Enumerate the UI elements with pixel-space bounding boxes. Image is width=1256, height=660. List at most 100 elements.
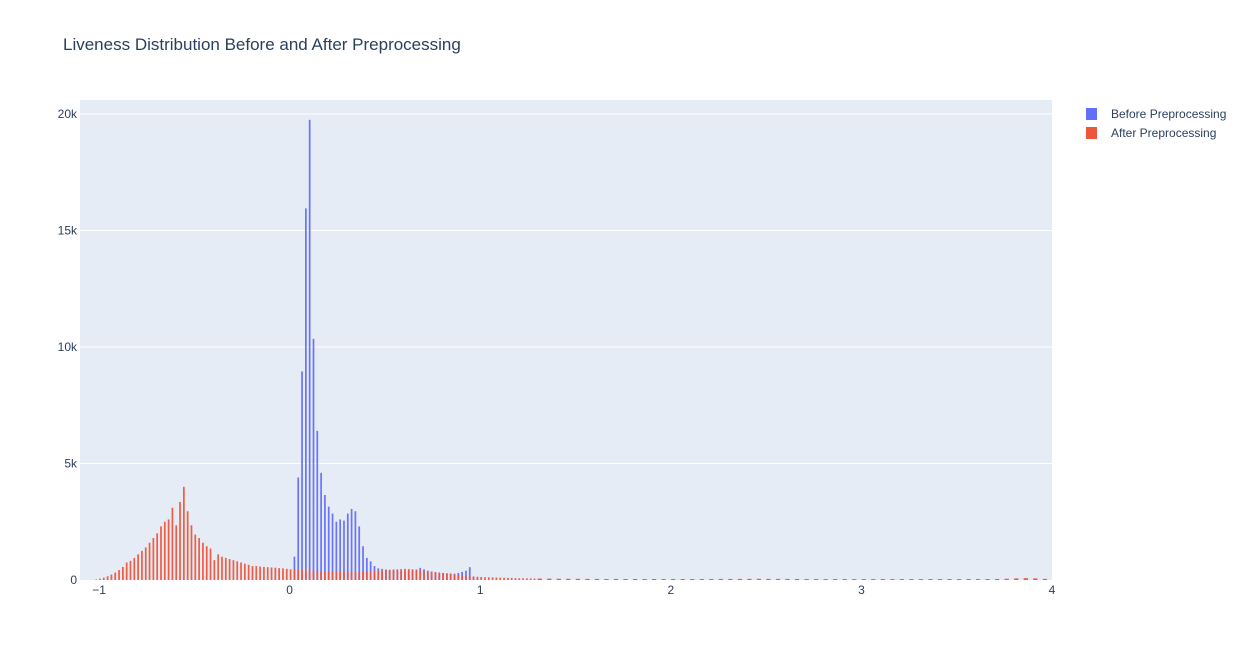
histogram-bar [205,546,208,580]
histogram-bar [114,572,117,580]
histogram-bar [468,567,471,580]
histogram-bar [335,571,338,580]
histogram-bar [871,579,876,580]
histogram-bar [373,570,376,580]
histogram-bar [522,578,524,580]
histogram-bar [316,570,319,580]
histogram-bar [899,579,905,580]
histogram-bar [293,569,296,580]
histogram-bar [804,579,809,580]
histogram-bar [141,550,143,580]
histogram-bar [728,578,733,580]
histogram-bar [175,525,178,580]
x-tick-label: 3 [858,583,865,597]
histogram-bar [928,579,933,580]
histogram-bar [312,338,315,580]
histogram-bar [228,559,231,580]
histogram-bar [419,570,422,580]
histogram-bar [163,521,166,580]
histogram-bar [125,562,128,580]
histogram-bar [956,579,962,580]
histogram-bar [148,542,151,580]
histogram-bar [110,574,113,580]
legend[interactable]: Before Preprocessing After Preprocessing [1086,107,1226,140]
histogram-bar [526,578,528,580]
histogram-bar [995,578,1000,580]
x-tick-label: 1 [477,583,484,597]
histogram-bar [331,513,334,580]
histogram-bar [327,571,330,580]
histogram-bar [266,567,269,580]
y-tick-label: 20k [58,107,78,121]
histogram-bar [507,577,509,580]
histogram-bar [118,569,120,580]
histogram-bar [270,567,273,580]
histogram-bar [400,569,402,580]
legend-label[interactable]: After Preprocessing [1111,126,1216,140]
histogram-bar [1014,578,1019,580]
histogram-bar [823,579,828,580]
histogram-bar [133,557,136,580]
histogram-bar [518,578,521,580]
histogram-bar [484,577,486,580]
y-tick-label: 10k [58,340,78,354]
legend-swatch[interactable] [1086,127,1097,139]
histogram-bar [503,577,505,580]
histogram-bar [461,575,463,580]
histogram-bar [434,572,437,580]
histogram-bar [411,569,414,580]
histogram-bar [880,579,885,580]
x-tick-label: 0 [286,583,293,597]
histogram-bar [890,579,895,580]
histogram-bar [465,570,467,580]
histogram-bar [171,507,174,580]
histogram-bar [1042,578,1047,580]
histogram-bar [167,519,170,580]
histogram-bar [491,577,494,580]
histogram-bar [308,570,311,580]
histogram-bar [985,579,990,580]
histogram-bar [794,578,800,580]
histogram-bar [438,572,441,580]
histogram-bar [213,560,216,580]
histogram-bar [186,511,189,580]
histogram-bar [594,578,600,580]
histogram-bar [255,566,258,580]
histogram-bar [487,577,490,580]
histogram-bar [499,577,502,580]
histogram-bar [95,579,98,581]
bars-layer [95,119,1047,581]
histogram-bar [343,570,345,580]
histogram-bar [404,568,406,580]
histogram-bar [263,566,265,580]
histogram-bar [217,554,220,580]
histogram-bar [947,579,952,580]
histogram-bar [194,534,197,580]
histogram-bar [224,557,227,580]
histogram-bar [247,564,250,580]
histogram-bar [312,570,315,580]
histogram-bar [737,578,743,580]
histogram-bar [575,578,581,580]
histogram-bar [354,571,357,580]
histogram-bar [320,571,322,580]
histogram-bar [533,578,536,580]
histogram-bar [909,579,914,580]
legend-label[interactable]: Before Preprocessing [1111,107,1226,121]
histogram-bar [156,533,159,580]
histogram-bar [495,577,498,580]
histogram-bar [106,576,109,580]
histogram-bar [304,569,307,580]
legend-swatch[interactable] [1086,108,1097,120]
histogram-bar [396,569,399,580]
histogram-bar [240,562,242,580]
histogram-bar [1023,578,1028,580]
histogram-bar [415,569,418,580]
histogram-bar [362,571,364,580]
histogram-bar [316,430,319,580]
histogram-bar [335,521,338,580]
histogram-bar [183,486,185,580]
histogram-bar [251,566,254,580]
histogram-bar [346,513,349,580]
